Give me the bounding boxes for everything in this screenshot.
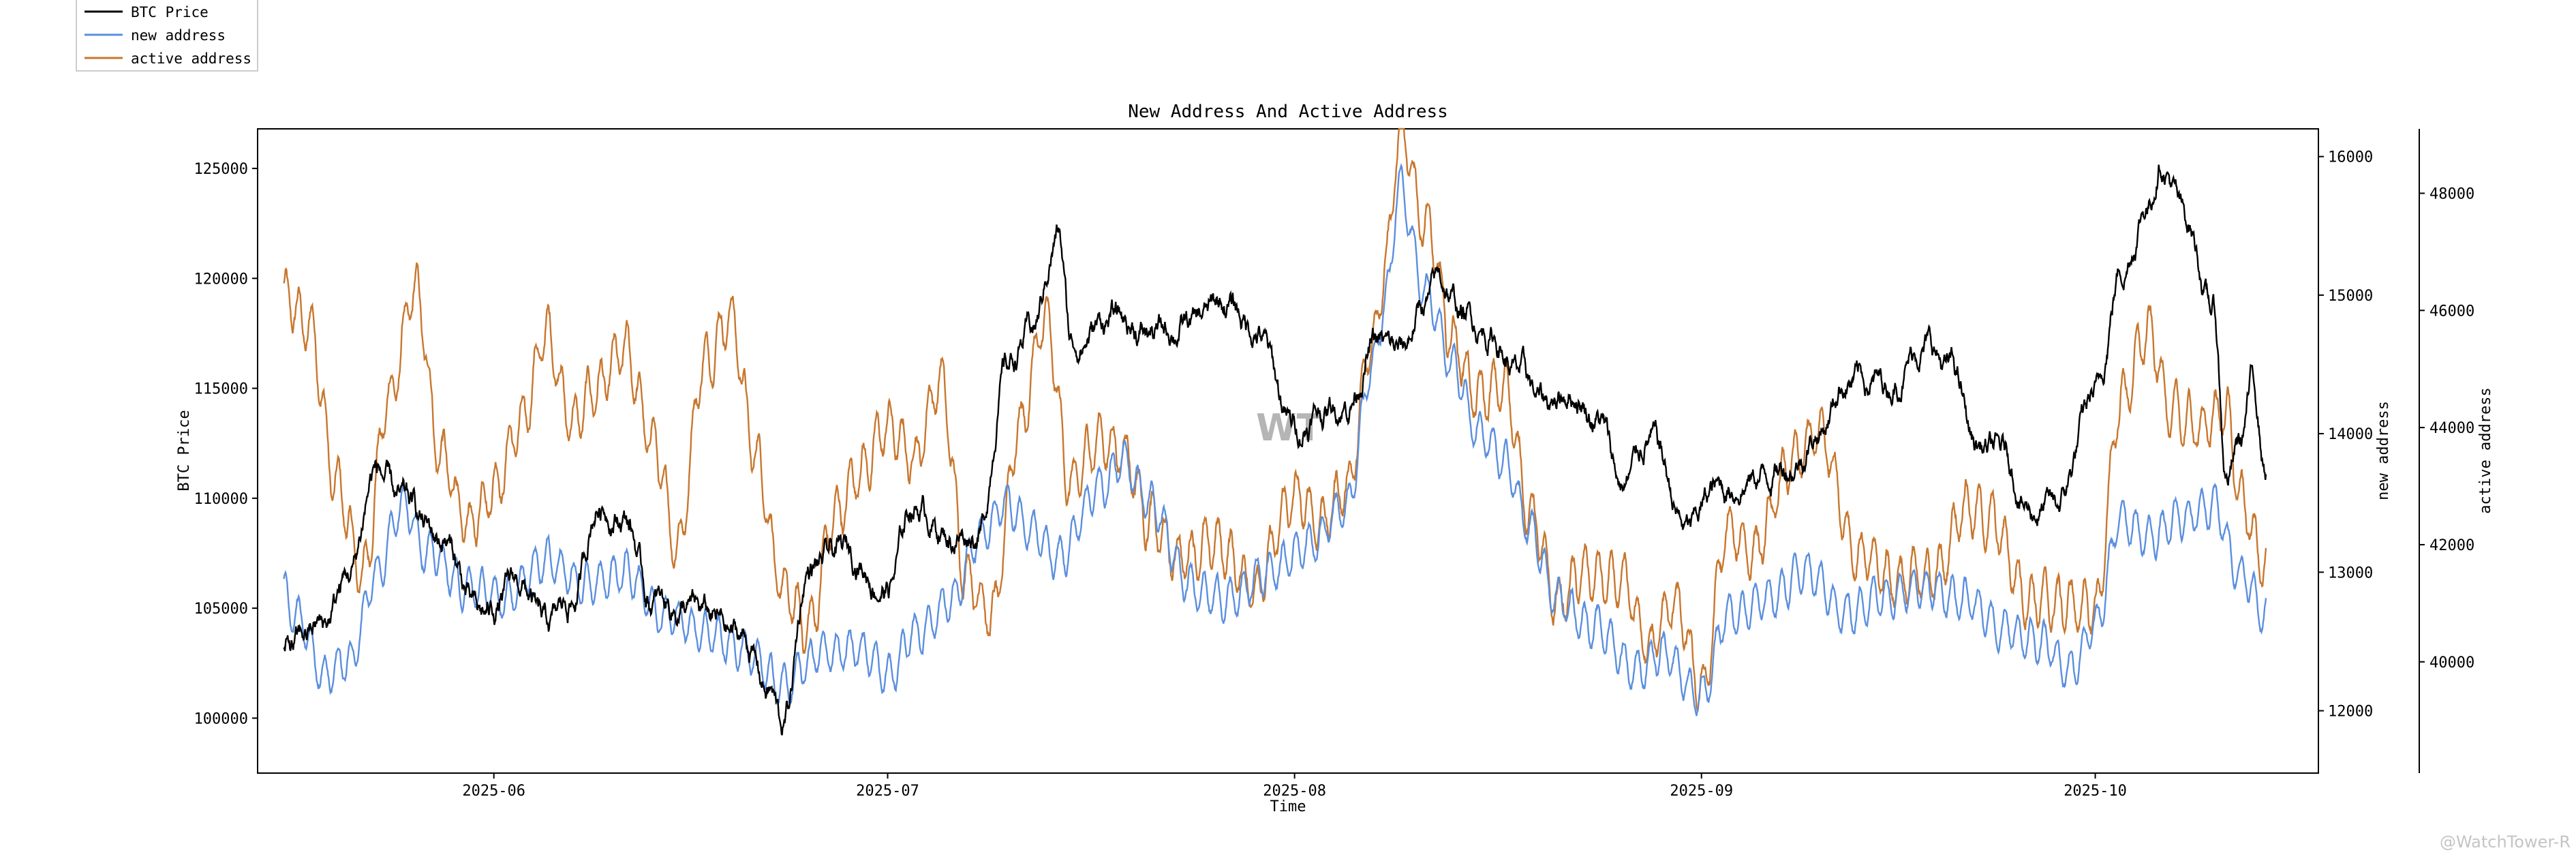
watermark: WT	[1256, 406, 1322, 449]
legend: BTC Price new address active address	[76, 0, 258, 72]
new-tick-label: 12000	[2328, 704, 2373, 721]
chart-title: New Address And Active Address	[1128, 102, 1448, 122]
new-address-axis-label: new address	[2375, 401, 2392, 500]
legend-label-active-address: active address	[131, 50, 251, 67]
active-tick-label: 46000	[2429, 303, 2474, 320]
series-layer	[283, 127, 2267, 736]
plot-frame	[257, 128, 2319, 774]
new-address-axis-ticks: 12000 13000 14000 15000 16000	[2318, 149, 2373, 721]
new-tick-label: 16000	[2328, 149, 2373, 166]
x-axis-ticks: 2025-06 2025-07 2025-08 2025-09 2025-10	[462, 773, 2127, 800]
btc-tick-label: 125000	[194, 161, 248, 178]
btc-axis-ticks: 100000 105000 110000 115000 120000 125000	[194, 161, 258, 727]
credit-text: @WatchTower-R	[2440, 832, 2571, 852]
x-tick-label: 2025-09	[1670, 783, 1733, 800]
active-address-axis-label: active address	[2477, 387, 2494, 513]
series-line-btc-price	[283, 164, 2267, 736]
legend-label-new-address: new address	[131, 27, 226, 44]
active-tick-label: 48000	[2429, 186, 2474, 203]
new-tick-label: 14000	[2328, 426, 2373, 443]
btc-axis-label: BTC Price	[176, 410, 193, 491]
btc-tick-label: 105000	[194, 601, 248, 618]
series-line-active-address	[283, 127, 2267, 712]
x-tick-label: 2025-08	[1263, 783, 1326, 800]
btc-tick-label: 120000	[194, 271, 248, 288]
x-tick-label: 2025-10	[2064, 783, 2127, 800]
btc-tick-label: 100000	[194, 710, 248, 727]
x-tick-label: 2025-07	[856, 783, 919, 800]
new-tick-label: 13000	[2328, 564, 2373, 582]
legend-label-btc-price: BTC Price	[131, 4, 209, 20]
x-axis-label: Time	[1270, 798, 1306, 815]
active-tick-label: 42000	[2429, 537, 2474, 554]
active-tick-label: 44000	[2429, 420, 2474, 437]
btc-tick-label: 115000	[194, 381, 248, 398]
active-address-axis-ticks: 40000 42000 44000 46000 48000	[2419, 186, 2474, 672]
x-tick-label: 2025-06	[462, 783, 525, 800]
btc-tick-label: 110000	[194, 491, 248, 508]
series-line-new-address	[283, 163, 2267, 717]
new-tick-label: 15000	[2328, 288, 2373, 305]
active-tick-label: 40000	[2429, 654, 2474, 672]
